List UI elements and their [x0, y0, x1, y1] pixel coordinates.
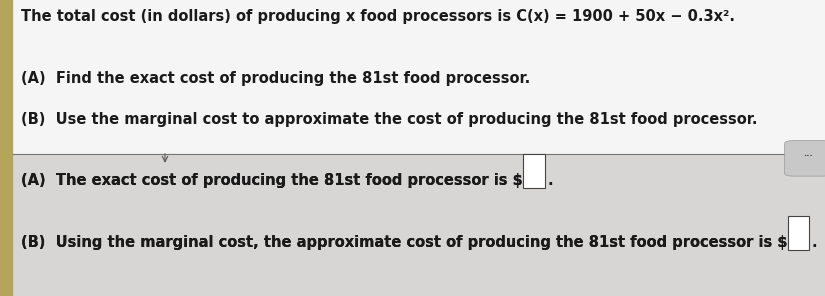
Text: The total cost (in dollars) of producing x food processors is C(x) = 1900 + 50x : The total cost (in dollars) of producing…	[21, 9, 735, 24]
FancyBboxPatch shape	[785, 141, 825, 176]
Text: .: .	[812, 235, 818, 250]
Text: (B)  Using the marginal cost, the approximate cost of producing the 81st food pr: (B) Using the marginal cost, the approxi…	[21, 235, 788, 250]
Text: (A)  The exact cost of producing the 81st food processor is $: (A) The exact cost of producing the 81st…	[21, 173, 523, 188]
Text: .: .	[547, 173, 553, 188]
Bar	[0, 0, 825, 154]
Bar	[0, 0, 12, 296]
Text: (B)  Use the marginal cost to approximate the cost of producing the 81st food pr: (B) Use the marginal cost to approximate…	[21, 112, 758, 128]
Bar	[0, 154, 825, 296]
Text: (B)  Using the marginal cost, the approximate cost of producing the 81st food pr: (B) Using the marginal cost, the approxi…	[21, 235, 788, 250]
Text: ...: ...	[803, 149, 813, 158]
Text: (A)  Find the exact cost of producing the 81st food processor.: (A) Find the exact cost of producing the…	[21, 71, 530, 86]
FancyBboxPatch shape	[523, 154, 544, 188]
FancyBboxPatch shape	[788, 216, 809, 250]
Text: (A)  The exact cost of producing the 81st food processor is $: (A) The exact cost of producing the 81st…	[21, 173, 523, 188]
